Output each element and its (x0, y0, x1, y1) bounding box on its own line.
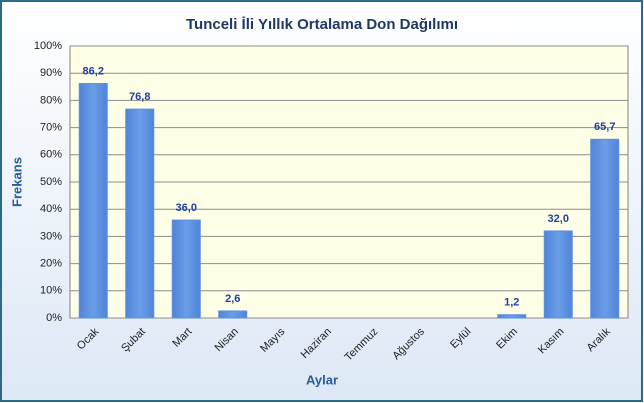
y-tick-label: 20% (40, 258, 62, 270)
y-tick-label: 0% (46, 312, 62, 324)
y-tick-label: 30% (40, 230, 62, 242)
y-tick-label: 100% (34, 40, 62, 52)
value-label: 32,0 (548, 213, 569, 225)
bar (125, 108, 155, 319)
chart-title: Tunceli İli Yıllık Ortalama Don Dağılımı (186, 16, 458, 33)
value-label: 2,6 (225, 293, 240, 305)
bar (218, 310, 248, 319)
value-label: 1,2 (504, 297, 519, 309)
y-tick-label: 50% (40, 176, 62, 188)
x-axis-title: Aylar (306, 372, 338, 387)
y-tick-label: 10% (40, 285, 62, 297)
value-label: 86,2 (83, 65, 104, 77)
value-label: 76,8 (129, 91, 150, 103)
bar (590, 138, 620, 319)
value-label: 36,0 (176, 202, 197, 214)
y-tick-label: 40% (40, 203, 62, 215)
bar (497, 314, 527, 319)
y-tick-label: 80% (40, 94, 62, 106)
y-tick-label: 70% (40, 122, 62, 134)
y-tick-label: 60% (40, 149, 62, 161)
y-axis-title: Frekans (9, 157, 24, 207)
value-label: 65,7 (594, 121, 615, 133)
bar (171, 219, 201, 319)
bar (543, 230, 573, 319)
bar (78, 83, 108, 319)
y-tick-label: 90% (40, 67, 62, 79)
